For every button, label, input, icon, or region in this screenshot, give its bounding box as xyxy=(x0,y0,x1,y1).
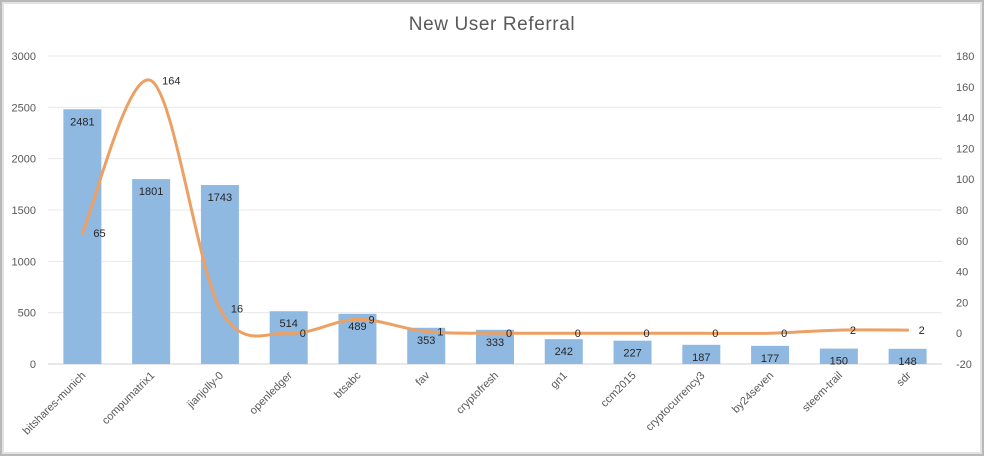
data-labels: 2481 1801 1743 514 489 353 333 242 227 187 177 150 1… xyxy=(70,76,925,368)
y2-tick-label: 140 xyxy=(956,113,974,125)
bar-value-label: 242 xyxy=(555,346,573,358)
line-value-label: 0 xyxy=(644,328,650,340)
bar-value-label: 177 xyxy=(761,353,779,365)
bar-value-label: 227 xyxy=(623,348,641,360)
y-tick-label: 1500 xyxy=(12,205,36,217)
bar-cryptocurrency3 xyxy=(682,344,721,364)
y-tick-label: 500 xyxy=(18,308,36,320)
y-tick-label: 1000 xyxy=(12,256,36,268)
bar-value-label: 353 xyxy=(417,335,435,347)
y-tick-label: 0 xyxy=(30,359,36,371)
y-tick-label: 3000 xyxy=(12,51,36,63)
bar-cryptofresh xyxy=(476,329,514,364)
bar-gn1 xyxy=(544,339,583,364)
line-value-label: 0 xyxy=(575,328,581,340)
y2-tick-label: -20 xyxy=(956,359,972,371)
x-category-label: gn1 xyxy=(548,370,569,391)
bar-value-label: 2481 xyxy=(70,116,94,128)
line-value-label: 0 xyxy=(712,328,718,340)
y2-tick-label: 40 xyxy=(956,267,968,279)
bar-openledger xyxy=(269,311,308,364)
line-value-label: 16 xyxy=(231,304,243,316)
x-category-label: bitshares-munich xyxy=(21,370,89,438)
bar-value-label: 333 xyxy=(486,337,504,349)
line-series xyxy=(80,78,910,338)
bar-steem-trail xyxy=(819,348,858,364)
line-value-label: 0 xyxy=(781,328,787,340)
x-axis: bitshares-munich compumatrix1 jianjolly-0 o… xyxy=(21,369,914,437)
right-axis: -20 0 20 40 60 80 100 120 140 160 180 xyxy=(956,51,974,371)
bar-value-label: 150 xyxy=(830,356,848,368)
x-category-label: sdr xyxy=(894,369,914,389)
gridlines xyxy=(48,55,942,365)
bar-compumatrix1 xyxy=(132,179,171,364)
line-value-label: 164 xyxy=(162,76,180,88)
bar-value-label: 1801 xyxy=(139,186,163,198)
bar-value-label: 489 xyxy=(348,321,366,333)
bar-value-label: 1743 xyxy=(208,192,232,204)
y2-tick-label: 100 xyxy=(956,174,974,186)
x-category-label: steem-trail xyxy=(800,370,845,415)
x-category-label: fav xyxy=(413,369,432,388)
bar-value-label: 187 xyxy=(692,352,710,364)
x-category-label: cryptofresh xyxy=(454,370,501,417)
bar-sdr xyxy=(888,348,927,364)
y2-tick-label: 160 xyxy=(956,82,974,94)
line-value-label: 2 xyxy=(919,325,925,337)
bar-by24seven xyxy=(751,345,790,364)
x-category-label: openledger xyxy=(247,369,295,417)
y2-tick-label: 180 xyxy=(956,51,974,63)
y2-tick-label: 20 xyxy=(956,297,968,309)
x-category-label: by24seven xyxy=(730,370,776,416)
x-category-label: cryptocurrency3 xyxy=(644,370,708,434)
line-value-label: 9 xyxy=(368,314,374,326)
y2-tick-label: 60 xyxy=(956,236,968,248)
bar-series xyxy=(63,109,927,364)
x-category-label: compumatrix1 xyxy=(100,370,157,427)
line-value-label: 1 xyxy=(437,327,443,339)
line-series-path xyxy=(80,78,910,338)
x-category-label: jianjolly-0 xyxy=(184,370,226,412)
bar-value-label: 514 xyxy=(280,318,298,330)
line-value-label: 0 xyxy=(300,328,306,340)
y-tick-label: 2000 xyxy=(12,154,36,166)
y2-tick-label: 120 xyxy=(956,143,974,155)
x-category-label: ccm2015 xyxy=(599,370,639,410)
bar-ccm2015 xyxy=(613,340,652,364)
x-category-label: btsabc xyxy=(332,369,364,401)
chart-title: New User Referral xyxy=(408,14,576,35)
bar-value-label: 148 xyxy=(898,356,916,368)
bar-bitshares-munich xyxy=(63,109,102,364)
y2-tick-label: 0 xyxy=(956,328,962,340)
y2-tick-label: 80 xyxy=(956,205,968,217)
left-axis: 0 500 1000 1500 2000 2500 3000 xyxy=(12,51,36,371)
line-value-label: 2 xyxy=(850,325,856,337)
y-tick-label: 2500 xyxy=(12,102,36,114)
line-value-label: 65 xyxy=(93,228,105,240)
line-value-label: 0 xyxy=(506,328,512,340)
